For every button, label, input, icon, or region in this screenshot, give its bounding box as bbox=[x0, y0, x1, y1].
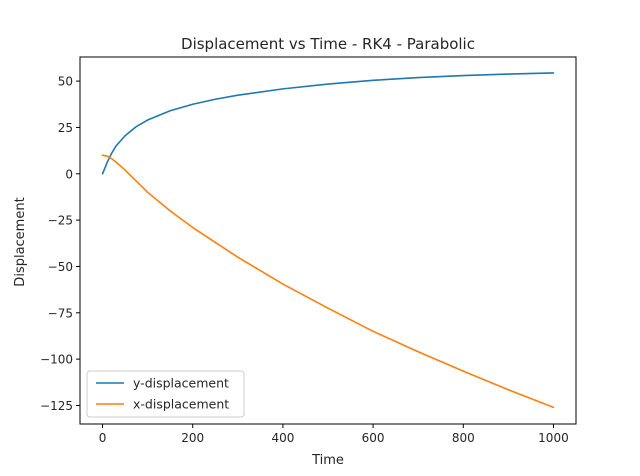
y-tick-label: 25 bbox=[58, 121, 73, 135]
plot-area bbox=[101, 72, 555, 409]
x-tick-label: 1000 bbox=[538, 431, 569, 445]
series-line-y-displacement bbox=[101, 72, 555, 175]
axis-ticks: 0 200 400 600 800 1000 50 25 0 −25 −50 −75 −100 −125 bbox=[40, 75, 569, 445]
y-tick-label: −50 bbox=[48, 260, 73, 274]
y-tick-label: −75 bbox=[48, 306, 73, 320]
x-tick-label: 600 bbox=[362, 431, 385, 445]
y-tick-label: −125 bbox=[40, 399, 73, 413]
x-tick-label: 0 bbox=[99, 431, 107, 445]
legend: y-displacement x-displacement bbox=[86, 370, 245, 418]
y-axis-label: Displacement bbox=[13, 197, 28, 286]
series-line-x-displacement bbox=[101, 154, 555, 409]
y-tick-label: −25 bbox=[48, 214, 73, 228]
y-tick-label: 0 bbox=[65, 167, 73, 181]
y-tick-label: 50 bbox=[58, 75, 73, 89]
legend-label: y-displacement bbox=[133, 376, 229, 391]
chart-title: Displacement vs Time - RK4 - Parabolic bbox=[181, 35, 475, 53]
x-axis-label: Time bbox=[311, 453, 344, 468]
plot-frame bbox=[79, 56, 577, 425]
legend-label: x-displacement bbox=[133, 397, 229, 412]
legend-box bbox=[86, 370, 245, 418]
x-tick-label: 200 bbox=[181, 431, 204, 445]
x-tick-label: 800 bbox=[452, 431, 475, 445]
y-tick-label: −100 bbox=[40, 353, 73, 367]
x-tick-label: 400 bbox=[271, 431, 294, 445]
